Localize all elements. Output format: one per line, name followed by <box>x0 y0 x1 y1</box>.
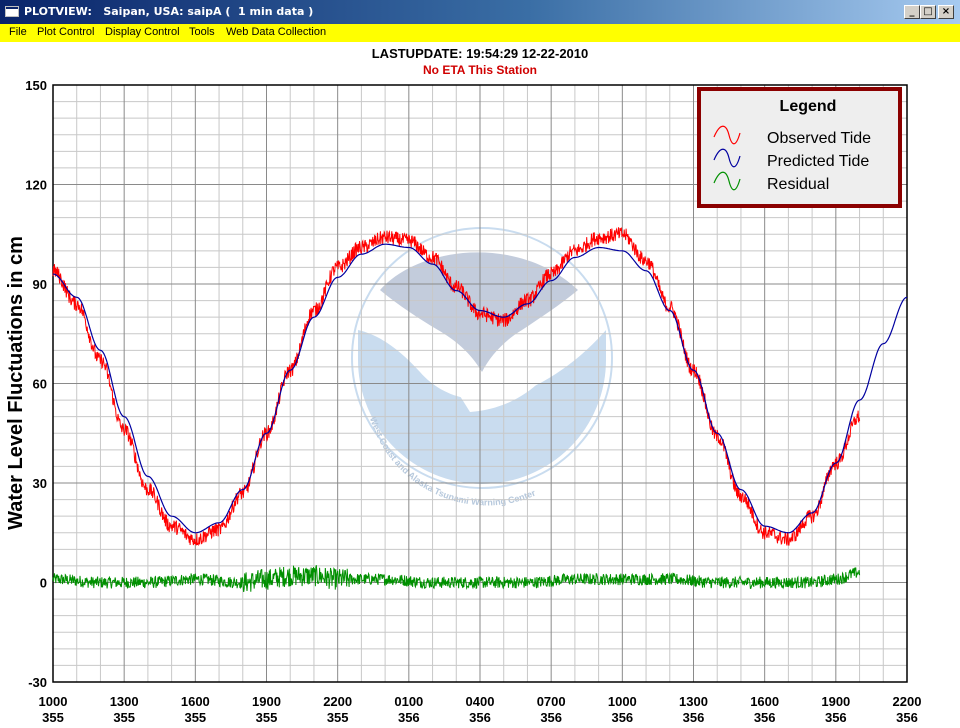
y-tick-label: 0 <box>40 576 47 591</box>
x-tick-time: 1900 <box>252 694 281 709</box>
x-tick-day: 356 <box>683 710 705 725</box>
last-update-label: LASTUPDATE: 19:54:29 12-22-2010 <box>371 46 589 61</box>
y-tick-labels: -30 0 30 60 90 120 150 <box>25 78 47 690</box>
x-tick-day: 355 <box>184 710 206 725</box>
app-window-icon <box>5 6 19 17</box>
maximize-button[interactable]: □ <box>920 5 936 19</box>
legend-swatch-observed-tide <box>713 125 741 145</box>
legend-entry-residual: Residual <box>767 176 829 193</box>
y-tick-label: 30 <box>33 476 47 491</box>
x-tick-time: 1900 <box>821 694 850 709</box>
legend-swatch-predicted-tide <box>713 148 741 168</box>
menu-display-control[interactable]: Display Control <box>105 26 180 38</box>
x-tick-time: 0100 <box>394 694 423 709</box>
x-tick-day: 356 <box>469 710 491 725</box>
x-tick-day: 355 <box>256 710 278 725</box>
legend-swatch-residual <box>713 171 741 191</box>
x-tick-time: 2200 <box>893 694 922 709</box>
legend-entry-observed-tide: Observed Tide <box>767 130 871 147</box>
menu-file[interactable]: File <box>9 26 27 38</box>
x-tick-day: 356 <box>398 710 420 725</box>
x-tick-time: 1600 <box>750 694 779 709</box>
menu-tools[interactable]: Tools <box>189 26 215 38</box>
y-axis-label: Water Level Fluctuations in cm <box>5 236 27 530</box>
window-title: PLOTVIEW: Saipan, USA: saipA ( 1 min dat… <box>24 5 314 18</box>
x-tick-day: 356 <box>540 710 562 725</box>
menu-web-data-collection[interactable]: Web Data Collection <box>226 26 327 38</box>
predicted-tide-line <box>52 243 908 534</box>
y-tick-label: 60 <box>33 377 47 392</box>
y-tick-label: -30 <box>28 675 47 690</box>
x-tick-day: 355 <box>113 710 135 725</box>
legend-entry-predicted-tide: Predicted Tide <box>767 153 869 170</box>
residual-line <box>52 565 861 592</box>
menu-bar: File Plot Control Display Control Tools … <box>0 24 960 42</box>
menu-plot-control[interactable]: Plot Control <box>37 26 95 38</box>
noaa-logo-watermark: West Coast and Alaska Tsunami Warning Ce… <box>351 227 613 507</box>
x-tick-time: 1300 <box>110 694 139 709</box>
x-tick-time: 0700 <box>537 694 566 709</box>
x-tick-day: 355 <box>327 710 349 725</box>
x-tick-day: 355 <box>42 710 64 725</box>
plot-area-border <box>52 84 908 683</box>
eta-status-label: No ETA This Station <box>423 63 537 77</box>
x-tick-day: 356 <box>896 710 918 725</box>
y-tick-label: 120 <box>25 178 47 193</box>
minimize-button[interactable]: _ <box>904 5 920 19</box>
x-tick-time: 0400 <box>466 694 495 709</box>
series-layer <box>52 227 908 592</box>
close-button[interactable]: × <box>938 5 954 19</box>
window-titlebar[interactable]: PLOTVIEW: Saipan, USA: saipA ( 1 min dat… <box>0 0 960 24</box>
x-tick-time: 1000 <box>39 694 68 709</box>
x-tick-day: 356 <box>754 710 776 725</box>
x-tick-time: 1000 <box>608 694 637 709</box>
x-tick-labels: 1000355130035516003551900355220035501003… <box>39 694 922 725</box>
y-tick-label: 150 <box>25 78 47 93</box>
legend-title: Legend <box>780 98 837 115</box>
x-tick-day: 356 <box>611 710 633 725</box>
x-tick-time: 1600 <box>181 694 210 709</box>
y-tick-label: 90 <box>33 277 47 292</box>
x-tick-day: 356 <box>825 710 847 725</box>
x-tick-time: 1300 <box>679 694 708 709</box>
x-tick-time: 2200 <box>323 694 352 709</box>
legend-box: Legend Observed Tide Predicted Tide Residu… <box>697 87 902 208</box>
